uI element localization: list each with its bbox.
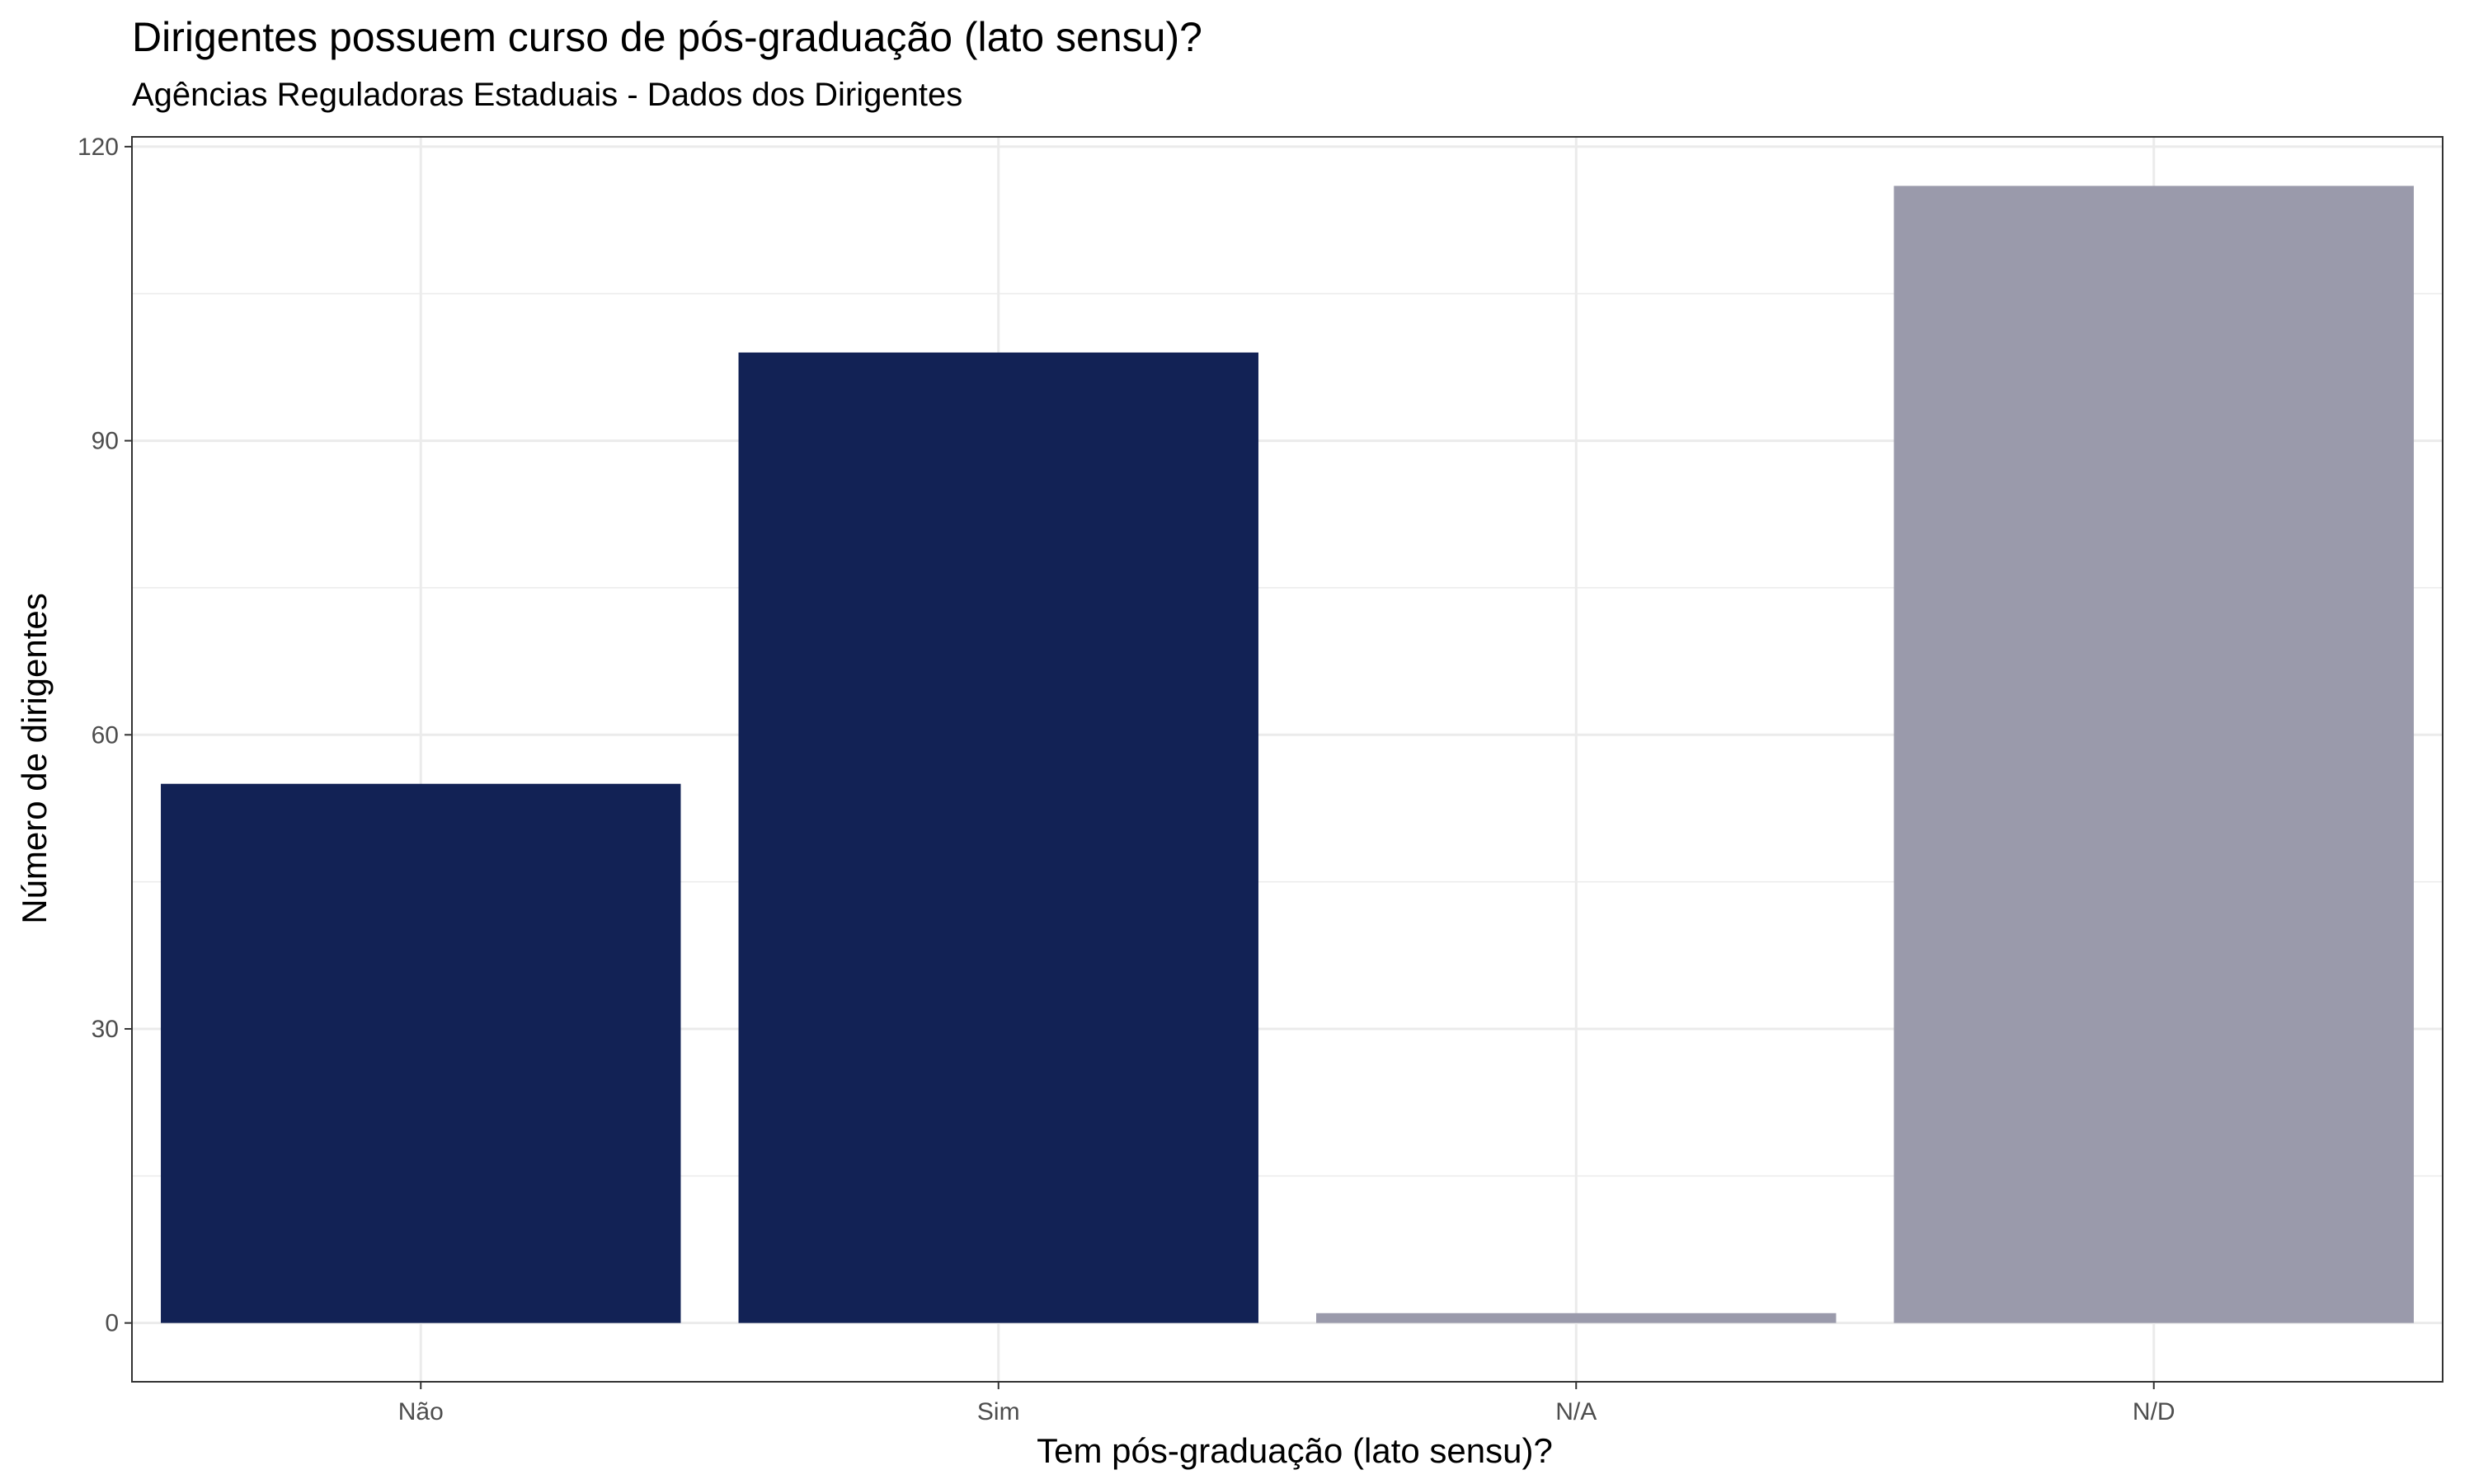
x-axis-title: Tem pós-graduação (lato sensu)? [1037,1431,1553,1470]
bar-n-a [1316,1313,1837,1323]
y-tick-label: 120 [78,134,119,161]
x-tick-label: Sim [977,1398,1020,1425]
bar-n-d [1893,186,2414,1323]
chart-subtitle: Agências Reguladoras Estaduais - Dados d… [132,77,962,113]
y-tick-label: 60 [92,721,119,749]
y-axis: 0 30 60 90 120 [78,134,132,1337]
y-tick-label: 0 [105,1310,119,1337]
panel-border [131,136,2443,1383]
chart-title: Dirigentes possuem curso de pós-graduaçã… [132,14,1202,60]
x-tick-label: N/A [1555,1398,1597,1425]
bars [161,186,2414,1323]
y-axis-title: Número de dirigentes [15,593,54,924]
bar-sim [738,352,1258,1323]
bar-n-o [161,783,681,1323]
x-tick-label: Não [398,1398,444,1425]
y-tick-label: 90 [92,428,119,455]
x-axis: Não Sim N/A N/D [398,1382,2175,1425]
x-tick-label: N/D [2133,1398,2175,1425]
y-tick-label: 30 [92,1016,119,1043]
